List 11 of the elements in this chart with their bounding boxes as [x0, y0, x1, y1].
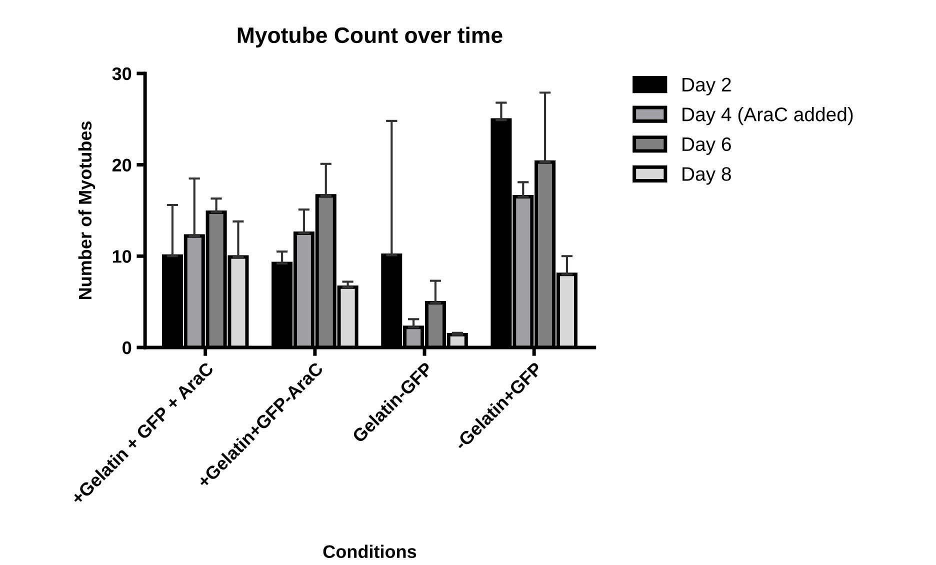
- y-tick-label: 30: [112, 67, 132, 80]
- legend-label: Day 6: [682, 137, 731, 155]
- legend-label: Day 8: [682, 167, 731, 185]
- y-axis-title: Number of Myotubes: [78, 121, 96, 300]
- x-axis-title: Conditions: [323, 544, 416, 558]
- legend-label: Day 2: [682, 78, 731, 96]
- chart-title: Myotube Count over time: [238, 26, 502, 48]
- legend-label: Day 4 (AraC added): [682, 107, 853, 126]
- y-tick-label: 10: [112, 250, 132, 263]
- y-tick-label: 0: [122, 341, 132, 354]
- y-tick-label: 20: [112, 158, 132, 172]
